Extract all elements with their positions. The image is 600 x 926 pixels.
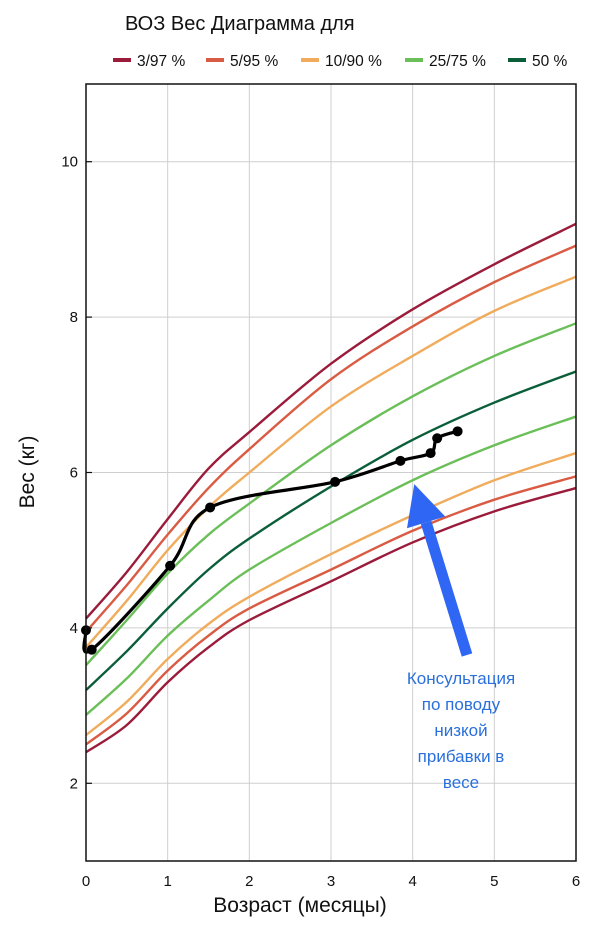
legend-item: 3/97 % bbox=[113, 53, 185, 70]
percentile-curve bbox=[85, 415, 577, 716]
x-tick-label: 1 bbox=[163, 873, 171, 890]
legend-label: 25/75 % bbox=[429, 53, 486, 70]
annotation-text-line: по поводу bbox=[422, 695, 501, 714]
y-tick-label: 2 bbox=[70, 775, 78, 792]
y-tick-label: 8 bbox=[70, 309, 78, 326]
legend-item: 50 % bbox=[508, 53, 568, 70]
measurement-point bbox=[205, 502, 216, 513]
annotation-arrow-shaft bbox=[420, 520, 473, 657]
y-axis-title: Вес (кг) bbox=[16, 436, 39, 509]
percentile-curve bbox=[85, 486, 577, 754]
y-tick-label: 10 bbox=[61, 154, 78, 171]
legend-label: 3/97 % bbox=[137, 53, 185, 70]
chart-title: ВОЗ Вес Диаграмма для bbox=[125, 13, 355, 35]
y-tick-label: 6 bbox=[70, 465, 78, 482]
x-tick-label: 4 bbox=[408, 873, 416, 890]
percentile-curve bbox=[85, 475, 577, 746]
annotation-text-line: Консультация bbox=[407, 669, 515, 688]
measurement-point bbox=[86, 644, 97, 655]
legend: 3/97 % 5/95 % 10/90 % 25/75 % 50 % bbox=[113, 53, 568, 70]
measurement-point bbox=[432, 433, 443, 444]
x-tick-label: 5 bbox=[490, 873, 498, 890]
x-axis-title: Возраст (месяцы) bbox=[213, 894, 387, 917]
percentile-curve bbox=[85, 370, 577, 691]
legend-item: 10/90 % bbox=[301, 53, 382, 70]
percentile-curve bbox=[85, 322, 577, 667]
x-tick-label: 0 bbox=[82, 873, 90, 890]
annotation-text-line: прибавки в bbox=[418, 747, 505, 766]
measurement-series bbox=[81, 426, 463, 655]
annotation-text-line: низкой bbox=[434, 721, 487, 740]
annotation: Консультация по поводу низкой прибавки в вес… bbox=[407, 484, 515, 792]
measurement-point bbox=[330, 476, 341, 487]
percentile-curve bbox=[85, 275, 577, 649]
measurement-point bbox=[425, 448, 436, 459]
measurement-point bbox=[452, 426, 463, 437]
legend-item: 25/75 % bbox=[405, 53, 486, 70]
measurement-point bbox=[395, 455, 406, 466]
grid bbox=[86, 84, 577, 861]
percentile-curve bbox=[85, 244, 577, 633]
measurement-point bbox=[165, 560, 176, 571]
annotation-arrow-head bbox=[406, 484, 446, 529]
percentile-curve bbox=[85, 451, 577, 737]
x-tick-label: 6 bbox=[572, 873, 580, 890]
percentile-curve bbox=[85, 222, 577, 620]
legend-item: 5/95 % bbox=[206, 53, 278, 70]
x-tick-label: 3 bbox=[327, 873, 335, 890]
axes: 0 1 2 3 4 5 6 2 4 6 8 10 bbox=[61, 83, 580, 890]
annotation-text-line: весе bbox=[443, 773, 479, 792]
legend-label: 5/95 % bbox=[230, 53, 278, 70]
x-tick-label: 2 bbox=[245, 873, 253, 890]
legend-label: 50 % bbox=[532, 53, 568, 70]
y-tick-label: 4 bbox=[70, 620, 78, 637]
measurement-line bbox=[82, 429, 459, 654]
percentile-curves bbox=[85, 222, 577, 754]
legend-label: 10/90 % bbox=[325, 53, 382, 70]
